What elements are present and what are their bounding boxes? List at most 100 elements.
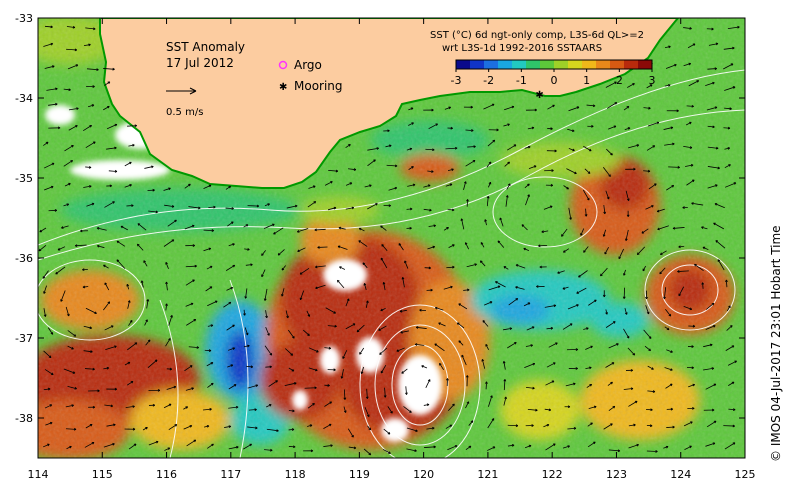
current-arrow: [48, 103, 58, 106]
current-arrowhead-icon: [193, 319, 197, 322]
current-arrowhead-icon: [555, 342, 558, 345]
current-arrowhead-icon: [533, 165, 537, 168]
current-arrow: [643, 107, 651, 109]
current-arrow: [705, 302, 715, 310]
current-arrow: [207, 324, 213, 327]
current-arrow: [624, 127, 631, 130]
current-arrow: [364, 184, 372, 188]
current-arrow: [304, 387, 317, 389]
current-arrow: [143, 260, 148, 267]
current-arrowhead-icon: [290, 353, 294, 356]
current-arrowhead-icon: [57, 126, 61, 130]
current-arrow: [47, 327, 54, 335]
current-arrowhead-icon: [50, 185, 54, 189]
current-arrow: [165, 338, 171, 347]
current-arrowhead-icon: [690, 421, 693, 424]
current-arrowhead-icon: [157, 388, 161, 392]
current-arrowhead-icon: [678, 245, 681, 249]
current-arrowhead-icon: [618, 256, 622, 260]
current-arrow: [345, 323, 356, 330]
current-arrowhead-icon: [71, 145, 74, 148]
x-tick-label: 124: [670, 468, 691, 481]
current-arrowhead-icon: [134, 342, 138, 345]
current-arrowhead-icon: [143, 260, 146, 263]
map-date: 17 Jul 2012: [166, 56, 234, 70]
current-arrow: [227, 221, 234, 227]
current-arrow: [508, 298, 518, 306]
current-arrowhead-icon: [584, 214, 588, 217]
current-arrowhead-icon: [452, 265, 455, 269]
current-arrowhead-icon: [515, 424, 519, 428]
current-arrow: [426, 427, 435, 430]
current-arrowhead-icon: [513, 144, 517, 147]
current-arrowhead-icon: [682, 206, 685, 209]
current-arrowhead-icon: [231, 207, 234, 210]
current-arrow: [247, 426, 258, 429]
current-arrowhead-icon: [470, 420, 474, 423]
current-arrowhead-icon: [450, 285, 453, 289]
current-arrow: [66, 446, 72, 450]
current-arrowhead-icon: [421, 365, 424, 368]
current-arrowhead-icon: [458, 303, 461, 306]
current-arrow: [505, 195, 508, 207]
x-tick-label: 117: [220, 468, 241, 481]
current-arrowhead-icon: [553, 362, 556, 365]
current-arrowhead-icon: [554, 149, 557, 153]
current-arrow: [226, 287, 233, 291]
current-arrowhead-icon: [497, 240, 501, 244]
current-arrowhead-icon: [368, 452, 372, 456]
current-arrowhead-icon: [590, 345, 593, 349]
current-arrow: [525, 344, 533, 347]
current-arrow: [97, 245, 105, 249]
current-arrow: [705, 442, 716, 447]
current-arrow: [605, 309, 608, 315]
current-arrow: [726, 325, 733, 331]
current-arrow: [527, 127, 535, 130]
current-arrowhead-icon: [43, 291, 46, 294]
current-arrowhead-icon: [255, 426, 258, 430]
plot-frame: [37, 17, 746, 459]
current-arrowhead-icon: [211, 229, 214, 232]
current-arrowhead-icon: [45, 141, 49, 145]
current-arrow: [461, 218, 465, 230]
current-arrowhead-icon: [91, 104, 95, 107]
current-arrowhead-icon: [80, 229, 83, 233]
current-arrow: [507, 424, 518, 427]
current-arrow: [585, 208, 587, 217]
current-arrowhead-icon: [729, 107, 732, 111]
current-arrowhead-icon: [614, 81, 617, 85]
current-arrow: [163, 403, 172, 409]
current-arrow: [465, 242, 470, 250]
current-arrow: [383, 428, 391, 435]
current-arrowhead-icon: [732, 86, 736, 89]
current-arrow: [163, 187, 171, 191]
current-arrow: [403, 406, 412, 413]
current-arrow: [364, 407, 370, 417]
sst-field: [38, 18, 745, 458]
current-arrowhead-icon: [120, 225, 124, 229]
current-arrow: [207, 443, 214, 449]
current-arrowhead-icon: [168, 403, 172, 407]
current-arrowhead-icon: [368, 427, 372, 431]
current-arrow: [666, 426, 675, 428]
current-arrow: [585, 345, 593, 350]
current-arrow: [603, 205, 606, 214]
current-arrow: [485, 344, 490, 350]
current-arrowhead-icon: [313, 201, 317, 204]
current-arrow: [487, 418, 495, 429]
current-arrow: [106, 424, 116, 427]
current-arrowhead-icon: [505, 195, 509, 198]
current-arrow: [164, 447, 170, 451]
current-arrowhead-icon: [473, 145, 476, 149]
current-arrowhead-icon: [552, 104, 555, 108]
current-arrowhead-icon: [132, 427, 136, 431]
current-arrowhead-icon: [411, 166, 414, 169]
current-arrow: [281, 265, 286, 271]
current-arrowhead-icon: [404, 260, 407, 264]
current-arrowhead-icon: [651, 205, 654, 208]
current-arrowhead-icon: [335, 169, 339, 173]
current-arrow: [84, 368, 95, 370]
current-arrowhead-icon: [527, 302, 531, 305]
current-arrowhead-icon: [329, 401, 332, 404]
current-arrowhead-icon: [90, 350, 93, 353]
